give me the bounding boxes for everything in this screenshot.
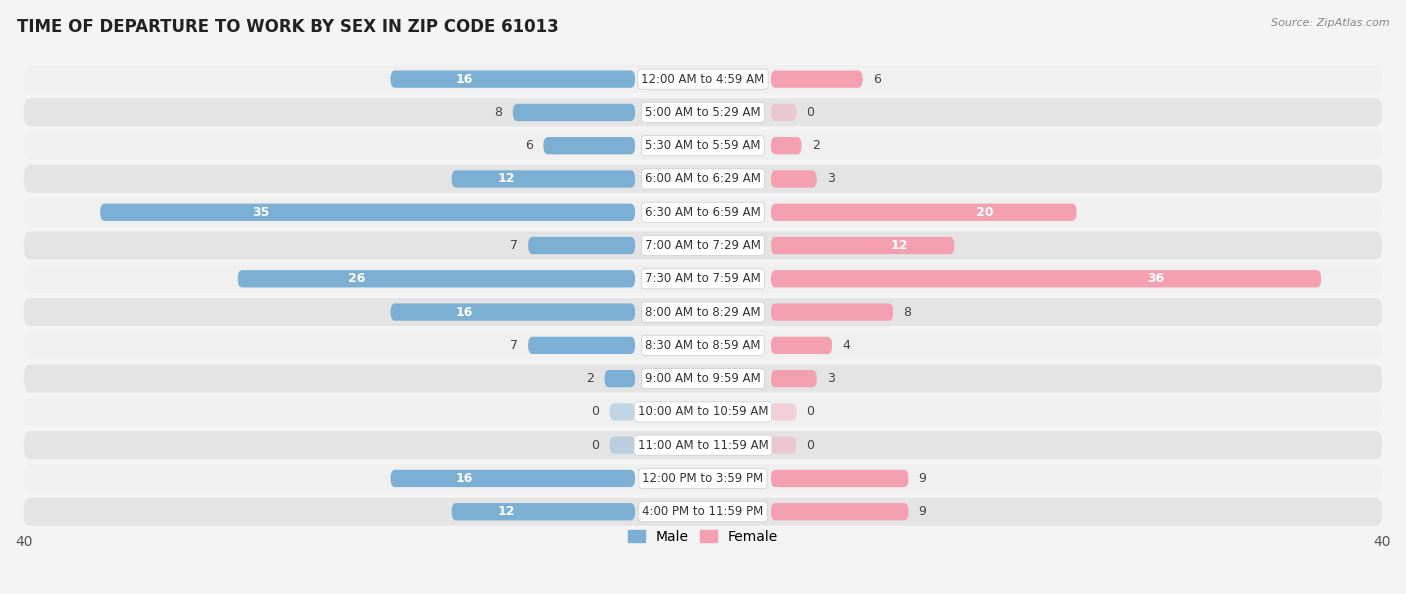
FancyBboxPatch shape	[24, 431, 1382, 459]
FancyBboxPatch shape	[770, 403, 796, 421]
Text: 12:00 PM to 3:59 PM: 12:00 PM to 3:59 PM	[643, 472, 763, 485]
FancyBboxPatch shape	[100, 204, 636, 221]
Text: 4: 4	[842, 339, 851, 352]
Text: 8:30 AM to 8:59 AM: 8:30 AM to 8:59 AM	[645, 339, 761, 352]
FancyBboxPatch shape	[770, 71, 863, 88]
Text: 36: 36	[1147, 272, 1164, 285]
Text: 8: 8	[495, 106, 502, 119]
Text: 2: 2	[586, 372, 595, 385]
FancyBboxPatch shape	[529, 237, 636, 254]
FancyBboxPatch shape	[24, 465, 1382, 492]
Text: 6:00 AM to 6:29 AM: 6:00 AM to 6:29 AM	[645, 172, 761, 185]
FancyBboxPatch shape	[238, 270, 636, 287]
Text: 6:30 AM to 6:59 AM: 6:30 AM to 6:59 AM	[645, 206, 761, 219]
Text: 10:00 AM to 10:59 AM: 10:00 AM to 10:59 AM	[638, 405, 768, 418]
Text: 0: 0	[807, 439, 814, 451]
FancyBboxPatch shape	[770, 470, 908, 487]
Text: 20: 20	[976, 206, 994, 219]
Text: 7:30 AM to 7:59 AM: 7:30 AM to 7:59 AM	[645, 272, 761, 285]
FancyBboxPatch shape	[770, 437, 796, 454]
Text: 7: 7	[510, 339, 517, 352]
FancyBboxPatch shape	[770, 204, 1077, 221]
FancyBboxPatch shape	[24, 365, 1382, 393]
Text: 5:00 AM to 5:29 AM: 5:00 AM to 5:29 AM	[645, 106, 761, 119]
Text: 12: 12	[890, 239, 908, 252]
FancyBboxPatch shape	[391, 470, 636, 487]
FancyBboxPatch shape	[605, 370, 636, 387]
FancyBboxPatch shape	[24, 498, 1382, 526]
Text: 8:00 AM to 8:29 AM: 8:00 AM to 8:29 AM	[645, 305, 761, 318]
Text: 35: 35	[252, 206, 270, 219]
FancyBboxPatch shape	[770, 104, 796, 121]
Text: 4:00 PM to 11:59 PM: 4:00 PM to 11:59 PM	[643, 505, 763, 518]
FancyBboxPatch shape	[24, 265, 1382, 293]
FancyBboxPatch shape	[513, 104, 636, 121]
Text: Source: ZipAtlas.com: Source: ZipAtlas.com	[1271, 18, 1389, 28]
FancyBboxPatch shape	[391, 71, 636, 88]
FancyBboxPatch shape	[24, 398, 1382, 426]
FancyBboxPatch shape	[543, 137, 636, 154]
Text: 16: 16	[456, 305, 472, 318]
Text: 12: 12	[498, 172, 516, 185]
Text: 6: 6	[873, 72, 880, 86]
Text: 11:00 AM to 11:59 AM: 11:00 AM to 11:59 AM	[638, 439, 768, 451]
FancyBboxPatch shape	[24, 165, 1382, 193]
FancyBboxPatch shape	[770, 503, 908, 520]
Text: 0: 0	[592, 439, 599, 451]
Text: 0: 0	[807, 106, 814, 119]
FancyBboxPatch shape	[770, 270, 1322, 287]
Text: TIME OF DEPARTURE TO WORK BY SEX IN ZIP CODE 61013: TIME OF DEPARTURE TO WORK BY SEX IN ZIP …	[17, 18, 558, 36]
Text: 0: 0	[592, 405, 599, 418]
FancyBboxPatch shape	[770, 137, 801, 154]
Text: 16: 16	[456, 72, 472, 86]
Legend: Male, Female: Male, Female	[623, 525, 783, 549]
FancyBboxPatch shape	[770, 304, 893, 321]
Text: 16: 16	[456, 472, 472, 485]
FancyBboxPatch shape	[451, 170, 636, 188]
FancyBboxPatch shape	[24, 99, 1382, 127]
Text: 9: 9	[918, 472, 927, 485]
FancyBboxPatch shape	[451, 503, 636, 520]
Text: 9: 9	[918, 505, 927, 518]
Text: 7:00 AM to 7:29 AM: 7:00 AM to 7:29 AM	[645, 239, 761, 252]
Text: 12: 12	[498, 505, 516, 518]
Text: 12:00 AM to 4:59 AM: 12:00 AM to 4:59 AM	[641, 72, 765, 86]
FancyBboxPatch shape	[24, 331, 1382, 359]
FancyBboxPatch shape	[770, 337, 832, 354]
Text: 2: 2	[811, 139, 820, 152]
FancyBboxPatch shape	[24, 232, 1382, 260]
FancyBboxPatch shape	[610, 403, 636, 421]
FancyBboxPatch shape	[770, 370, 817, 387]
Text: 3: 3	[827, 372, 835, 385]
Text: 7: 7	[510, 239, 517, 252]
Text: 6: 6	[526, 139, 533, 152]
FancyBboxPatch shape	[24, 298, 1382, 326]
Text: 26: 26	[349, 272, 366, 285]
Text: 8: 8	[904, 305, 911, 318]
FancyBboxPatch shape	[770, 237, 955, 254]
Text: 9:00 AM to 9:59 AM: 9:00 AM to 9:59 AM	[645, 372, 761, 385]
FancyBboxPatch shape	[24, 198, 1382, 226]
FancyBboxPatch shape	[24, 65, 1382, 93]
FancyBboxPatch shape	[391, 304, 636, 321]
FancyBboxPatch shape	[24, 132, 1382, 160]
Text: 3: 3	[827, 172, 835, 185]
Text: 0: 0	[807, 405, 814, 418]
FancyBboxPatch shape	[529, 337, 636, 354]
FancyBboxPatch shape	[610, 437, 636, 454]
Text: 5:30 AM to 5:59 AM: 5:30 AM to 5:59 AM	[645, 139, 761, 152]
FancyBboxPatch shape	[770, 170, 817, 188]
